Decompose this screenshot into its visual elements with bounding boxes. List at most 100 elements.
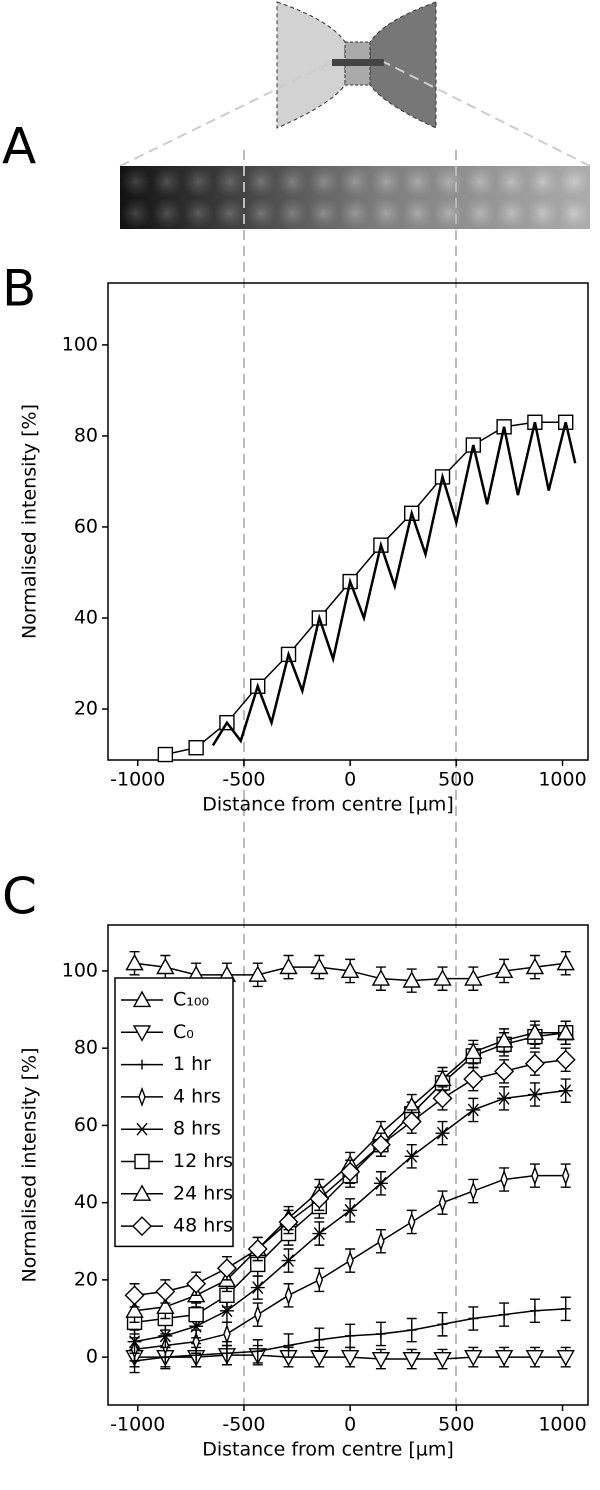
marker <box>494 1061 515 1082</box>
panel-label: C <box>2 868 37 926</box>
marker <box>309 1188 330 1209</box>
marker <box>371 1351 391 1369</box>
marker <box>527 1088 542 1101</box>
marker <box>556 1350 575 1367</box>
marker <box>252 1346 263 1357</box>
marker <box>402 971 421 988</box>
marker <box>156 957 175 975</box>
marker <box>561 1165 570 1186</box>
y-tick-label: 100 <box>62 959 98 981</box>
marker <box>556 953 575 971</box>
marker <box>558 1084 573 1098</box>
marker <box>531 1165 539 1186</box>
zoom-line <box>119 61 333 167</box>
marker <box>340 1350 360 1367</box>
legend-label: 24 hrs <box>173 1182 233 1204</box>
marker <box>407 1211 416 1232</box>
plot-frame <box>107 282 589 761</box>
marker <box>216 1258 237 1279</box>
marker <box>500 1169 508 1190</box>
legend-label: 8 hrs <box>173 1118 221 1140</box>
marker <box>132 1025 152 1042</box>
x-tick-label: 0 <box>344 1414 356 1436</box>
marker <box>312 1227 327 1240</box>
marker <box>402 1351 421 1369</box>
marker <box>494 1031 514 1048</box>
marker <box>250 1281 265 1295</box>
x-tick-label: -500 <box>222 1414 265 1436</box>
plot-frame <box>107 924 589 1406</box>
marker <box>406 1325 417 1336</box>
marker <box>370 1134 391 1155</box>
x-tick-label: 500 <box>438 1414 474 1436</box>
marker <box>433 1351 452 1369</box>
marker <box>281 1254 296 1268</box>
y-tick-label: 60 <box>74 515 98 537</box>
marker <box>524 1053 545 1074</box>
marker <box>314 1334 325 1345</box>
marker <box>555 1049 576 1070</box>
x-axis-label: Distance from centre [µm] <box>202 1439 454 1461</box>
y-tick-label: 0 <box>86 1346 98 1368</box>
marker <box>247 1239 268 1259</box>
chamber-left <box>276 1 346 129</box>
marker <box>279 957 298 975</box>
marker <box>343 1203 358 1217</box>
marker <box>340 1161 361 1182</box>
marker <box>315 1269 324 1290</box>
marker <box>186 1273 207 1294</box>
marker <box>188 740 204 756</box>
marker <box>435 1126 450 1140</box>
y-tick-label: 40 <box>74 1191 98 1213</box>
marker <box>463 1069 484 1090</box>
x-axis-label: Distance from centre [µm] <box>202 794 454 816</box>
marker <box>135 1122 149 1136</box>
marker <box>125 953 144 971</box>
marker <box>375 1328 386 1339</box>
zoom-line <box>383 61 591 167</box>
legend-box <box>114 977 234 1248</box>
panel-label: A <box>2 118 36 176</box>
marker <box>283 1340 294 1351</box>
y-tick-label: 80 <box>74 424 98 446</box>
marker <box>464 1350 483 1367</box>
strip-texture <box>120 166 590 229</box>
marker <box>137 1059 147 1070</box>
marker <box>494 1350 514 1367</box>
marker <box>525 1350 545 1367</box>
panel-a-schematic <box>119 1 591 229</box>
x-tick-label: 0 <box>344 769 356 791</box>
marker <box>433 969 452 986</box>
marker <box>188 1306 204 1323</box>
marker <box>132 990 152 1008</box>
legend-label: C₁₀₀ <box>173 989 209 1011</box>
marker <box>248 965 267 982</box>
marker <box>525 1023 545 1040</box>
x-tick-label: -1000 <box>110 769 165 791</box>
marker <box>432 1088 453 1109</box>
marker <box>494 961 514 979</box>
strip-region <box>332 59 384 66</box>
marker <box>278 1211 299 1232</box>
series-line <box>211 421 577 747</box>
marker <box>253 1304 262 1325</box>
marker <box>466 1103 481 1117</box>
y-tick-label: 60 <box>74 1114 98 1136</box>
legend-label: C₀ <box>173 1021 194 1043</box>
marker <box>377 1231 385 1252</box>
marker <box>468 1313 479 1324</box>
y-axis-label: Normalised intensity [%] <box>19 404 41 639</box>
legend-label: 12 hrs <box>173 1150 233 1172</box>
marker <box>345 1330 356 1341</box>
marker <box>158 1329 173 1343</box>
marker <box>310 957 329 975</box>
marker <box>284 1285 293 1306</box>
legend-label: 4 hrs <box>173 1085 221 1107</box>
marker <box>464 1042 483 1060</box>
marker <box>404 1149 419 1163</box>
marker <box>127 1335 142 1349</box>
legend-label: 48 hrs <box>173 1215 233 1237</box>
y-tick-label: 40 <box>74 606 98 628</box>
